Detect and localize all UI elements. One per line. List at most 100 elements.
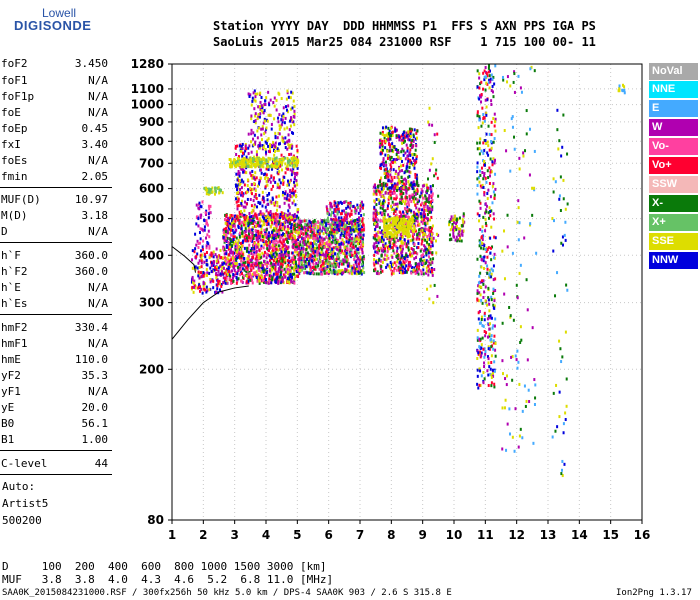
echo-point (318, 235, 321, 239)
echo-point (402, 214, 405, 218)
echo-point (207, 229, 210, 233)
echo-point (235, 152, 238, 156)
echo-point (402, 263, 405, 267)
echo-point (359, 235, 362, 239)
echo-point (307, 262, 310, 266)
echo-point (288, 152, 291, 156)
echo-point (427, 186, 430, 190)
echo-point (265, 219, 268, 223)
echo-point (406, 209, 409, 213)
echo-point (422, 205, 425, 209)
echo-point (267, 222, 270, 226)
echo-point (330, 252, 333, 256)
echo-point (287, 133, 290, 137)
echo-point (332, 232, 335, 236)
echo-point (402, 149, 405, 153)
echo-point (303, 259, 306, 263)
echo-point (241, 267, 244, 271)
echo-point (229, 225, 232, 229)
echo-point (285, 230, 288, 234)
echo-point (280, 153, 283, 157)
echo-point (288, 256, 291, 260)
echo-point (412, 231, 415, 235)
echo-point (268, 103, 271, 107)
echo-point (430, 190, 433, 194)
echo-point (419, 227, 422, 231)
echo-point (208, 244, 211, 248)
echo-point (415, 256, 418, 260)
echo-point (321, 253, 324, 257)
echo-point (340, 242, 343, 246)
echo-point (379, 164, 382, 168)
echo-point (412, 268, 415, 272)
echo-point (339, 245, 342, 249)
echo-point (384, 231, 387, 235)
echo-point (284, 162, 287, 166)
echo-point (272, 164, 275, 168)
echo-point (431, 252, 434, 256)
echo-point (428, 255, 431, 259)
echo-point (265, 209, 268, 213)
echo-point (416, 216, 419, 220)
echo-point (270, 167, 273, 171)
echo-point (427, 264, 430, 268)
echo-point (283, 141, 286, 145)
echo-point (226, 222, 229, 226)
echo-point (233, 251, 236, 255)
echo-point (313, 231, 316, 235)
echo-point (429, 247, 432, 251)
echo-point (241, 154, 244, 158)
echo-point (270, 200, 273, 204)
echo-point (405, 202, 408, 206)
echo-point (279, 164, 282, 168)
echo-point (270, 281, 273, 285)
echo-point (387, 142, 390, 146)
echo-point (378, 272, 381, 276)
echo-point (381, 211, 384, 215)
echo-point (259, 107, 262, 111)
echo-point (287, 183, 290, 187)
echo-point (226, 236, 229, 240)
echo-point (430, 189, 433, 193)
echo-point (268, 231, 271, 235)
echo-point (271, 248, 274, 252)
echo-point (362, 255, 365, 259)
echo-point (386, 149, 389, 153)
echo-point (412, 251, 415, 255)
echo-point (238, 219, 241, 223)
echo-point (236, 241, 239, 245)
echo-point (239, 248, 242, 252)
echo-point (382, 162, 385, 166)
echo-point (229, 247, 232, 251)
echo-point (401, 254, 404, 258)
echo-point (387, 213, 390, 217)
echo-point (253, 195, 256, 199)
echo-point (271, 164, 274, 168)
echo-point (228, 158, 231, 162)
echo-point (401, 132, 404, 136)
echo-point (349, 228, 352, 232)
echo-point (235, 172, 238, 176)
echo-point (393, 182, 396, 186)
echo-point (393, 251, 396, 255)
echo-point (268, 192, 271, 196)
echo-point (411, 254, 414, 258)
echo-point (297, 275, 300, 279)
echo-point (429, 200, 432, 204)
echo-point (403, 215, 406, 219)
echo-point (193, 279, 196, 283)
echo-point (356, 218, 359, 222)
echo-point (287, 250, 290, 254)
echo-point (246, 273, 249, 277)
echo-point (235, 261, 238, 265)
echo-point (388, 145, 391, 149)
echo-point (337, 227, 340, 231)
echo-point (422, 233, 425, 237)
echo-point (241, 230, 244, 234)
echo-point (320, 269, 323, 273)
echo-point (194, 256, 197, 260)
echo-point (222, 276, 225, 280)
echo-point (291, 144, 294, 148)
echo-point (289, 232, 292, 236)
echo-point (400, 226, 403, 230)
